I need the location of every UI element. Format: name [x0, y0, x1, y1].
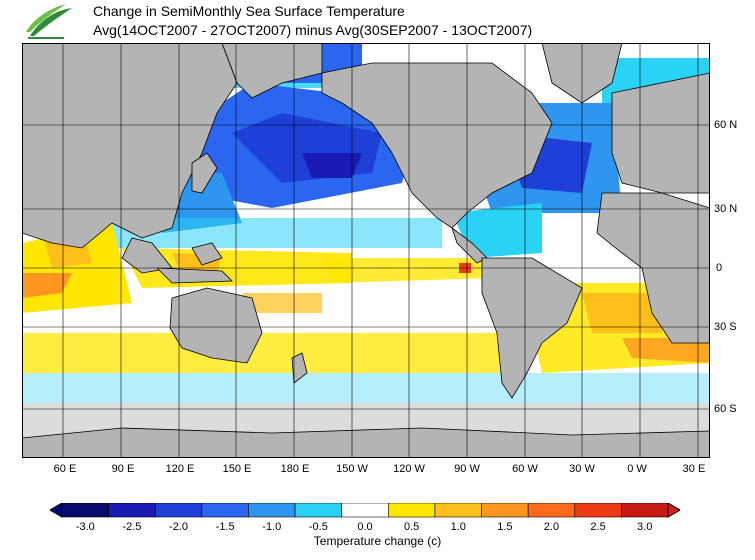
color-bar-segment [201, 503, 249, 518]
lon-label: 30 E [682, 463, 706, 475]
color-bar-tick-label: -1.5 [215, 521, 235, 533]
color-bar-under-arrow [50, 503, 63, 518]
color-bar-tick-label: 1.5 [497, 521, 513, 533]
chart-subtitle: Avg(14OCT2007 - 27OCT2007) minus Avg(30S… [93, 22, 533, 38]
color-bar-segment [434, 503, 482, 518]
chart-title: Change in SemiMonthly Sea Surface Temper… [93, 3, 405, 19]
color-bar-tick-label: -2.5 [122, 521, 142, 533]
lon-label: 120 E [165, 463, 195, 475]
color-bar-tick-label: 2.5 [590, 521, 606, 533]
color-bar-segment [154, 503, 203, 518]
lon-label: 120 W [393, 463, 425, 475]
color-bar-segment [574, 503, 622, 518]
color-bar-segment [527, 503, 576, 518]
color-bar-segment [481, 503, 529, 518]
color-bar-segment [621, 503, 669, 518]
color-bar-tick-label: 1.0 [450, 521, 466, 533]
color-bar [50, 503, 680, 518]
color-bar-label: Temperature change (c) [313, 534, 442, 548]
color-bar-tick-label: 2.0 [543, 521, 560, 533]
lat-label-30s: 30 S [714, 321, 737, 333]
color-bar-segment [388, 503, 436, 518]
color-bar-tick-label: 3.0 [637, 521, 653, 533]
lon-label: 150 E [222, 463, 252, 475]
lat-label-60s: 60 S [714, 403, 737, 415]
logo-icon [26, 4, 72, 39]
color-bar-tick-label: 0.0 [357, 521, 373, 533]
color-bar-segment [108, 503, 156, 518]
lon-label: 90 E [111, 463, 135, 475]
sst-change-map [22, 43, 710, 458]
color-bar-segment [248, 503, 296, 518]
lon-label: 60 W [512, 463, 538, 475]
lon-label: 30 W [569, 463, 595, 475]
color-bar-tick-label: -3.0 [75, 521, 95, 533]
color-bar-tick-label: -1.0 [262, 521, 282, 533]
land-masses [22, 43, 710, 458]
color-bar-over-arrow [667, 503, 680, 518]
lon-label: 0 W [627, 463, 647, 475]
lat-label-30n: 30 N [714, 203, 738, 215]
color-bar-segment [341, 503, 389, 518]
lon-label: 90 W [454, 463, 480, 475]
map-frame [22, 43, 710, 458]
color-bar-segment [61, 503, 109, 518]
gridlines [22, 43, 710, 458]
lat-label-60n: 60 N [714, 119, 738, 131]
color-bar-tick-label: -0.5 [308, 521, 328, 533]
lon-label: 180 E [280, 463, 310, 475]
lon-label: 150 W [336, 463, 368, 475]
lon-label: 60 E [53, 463, 77, 475]
color-bar-tick-label: 0.5 [403, 521, 420, 533]
lat-label-eq: 0 [716, 262, 723, 274]
color-bar-segment [294, 503, 342, 518]
color-bar-tick-label: -2.0 [169, 521, 189, 533]
